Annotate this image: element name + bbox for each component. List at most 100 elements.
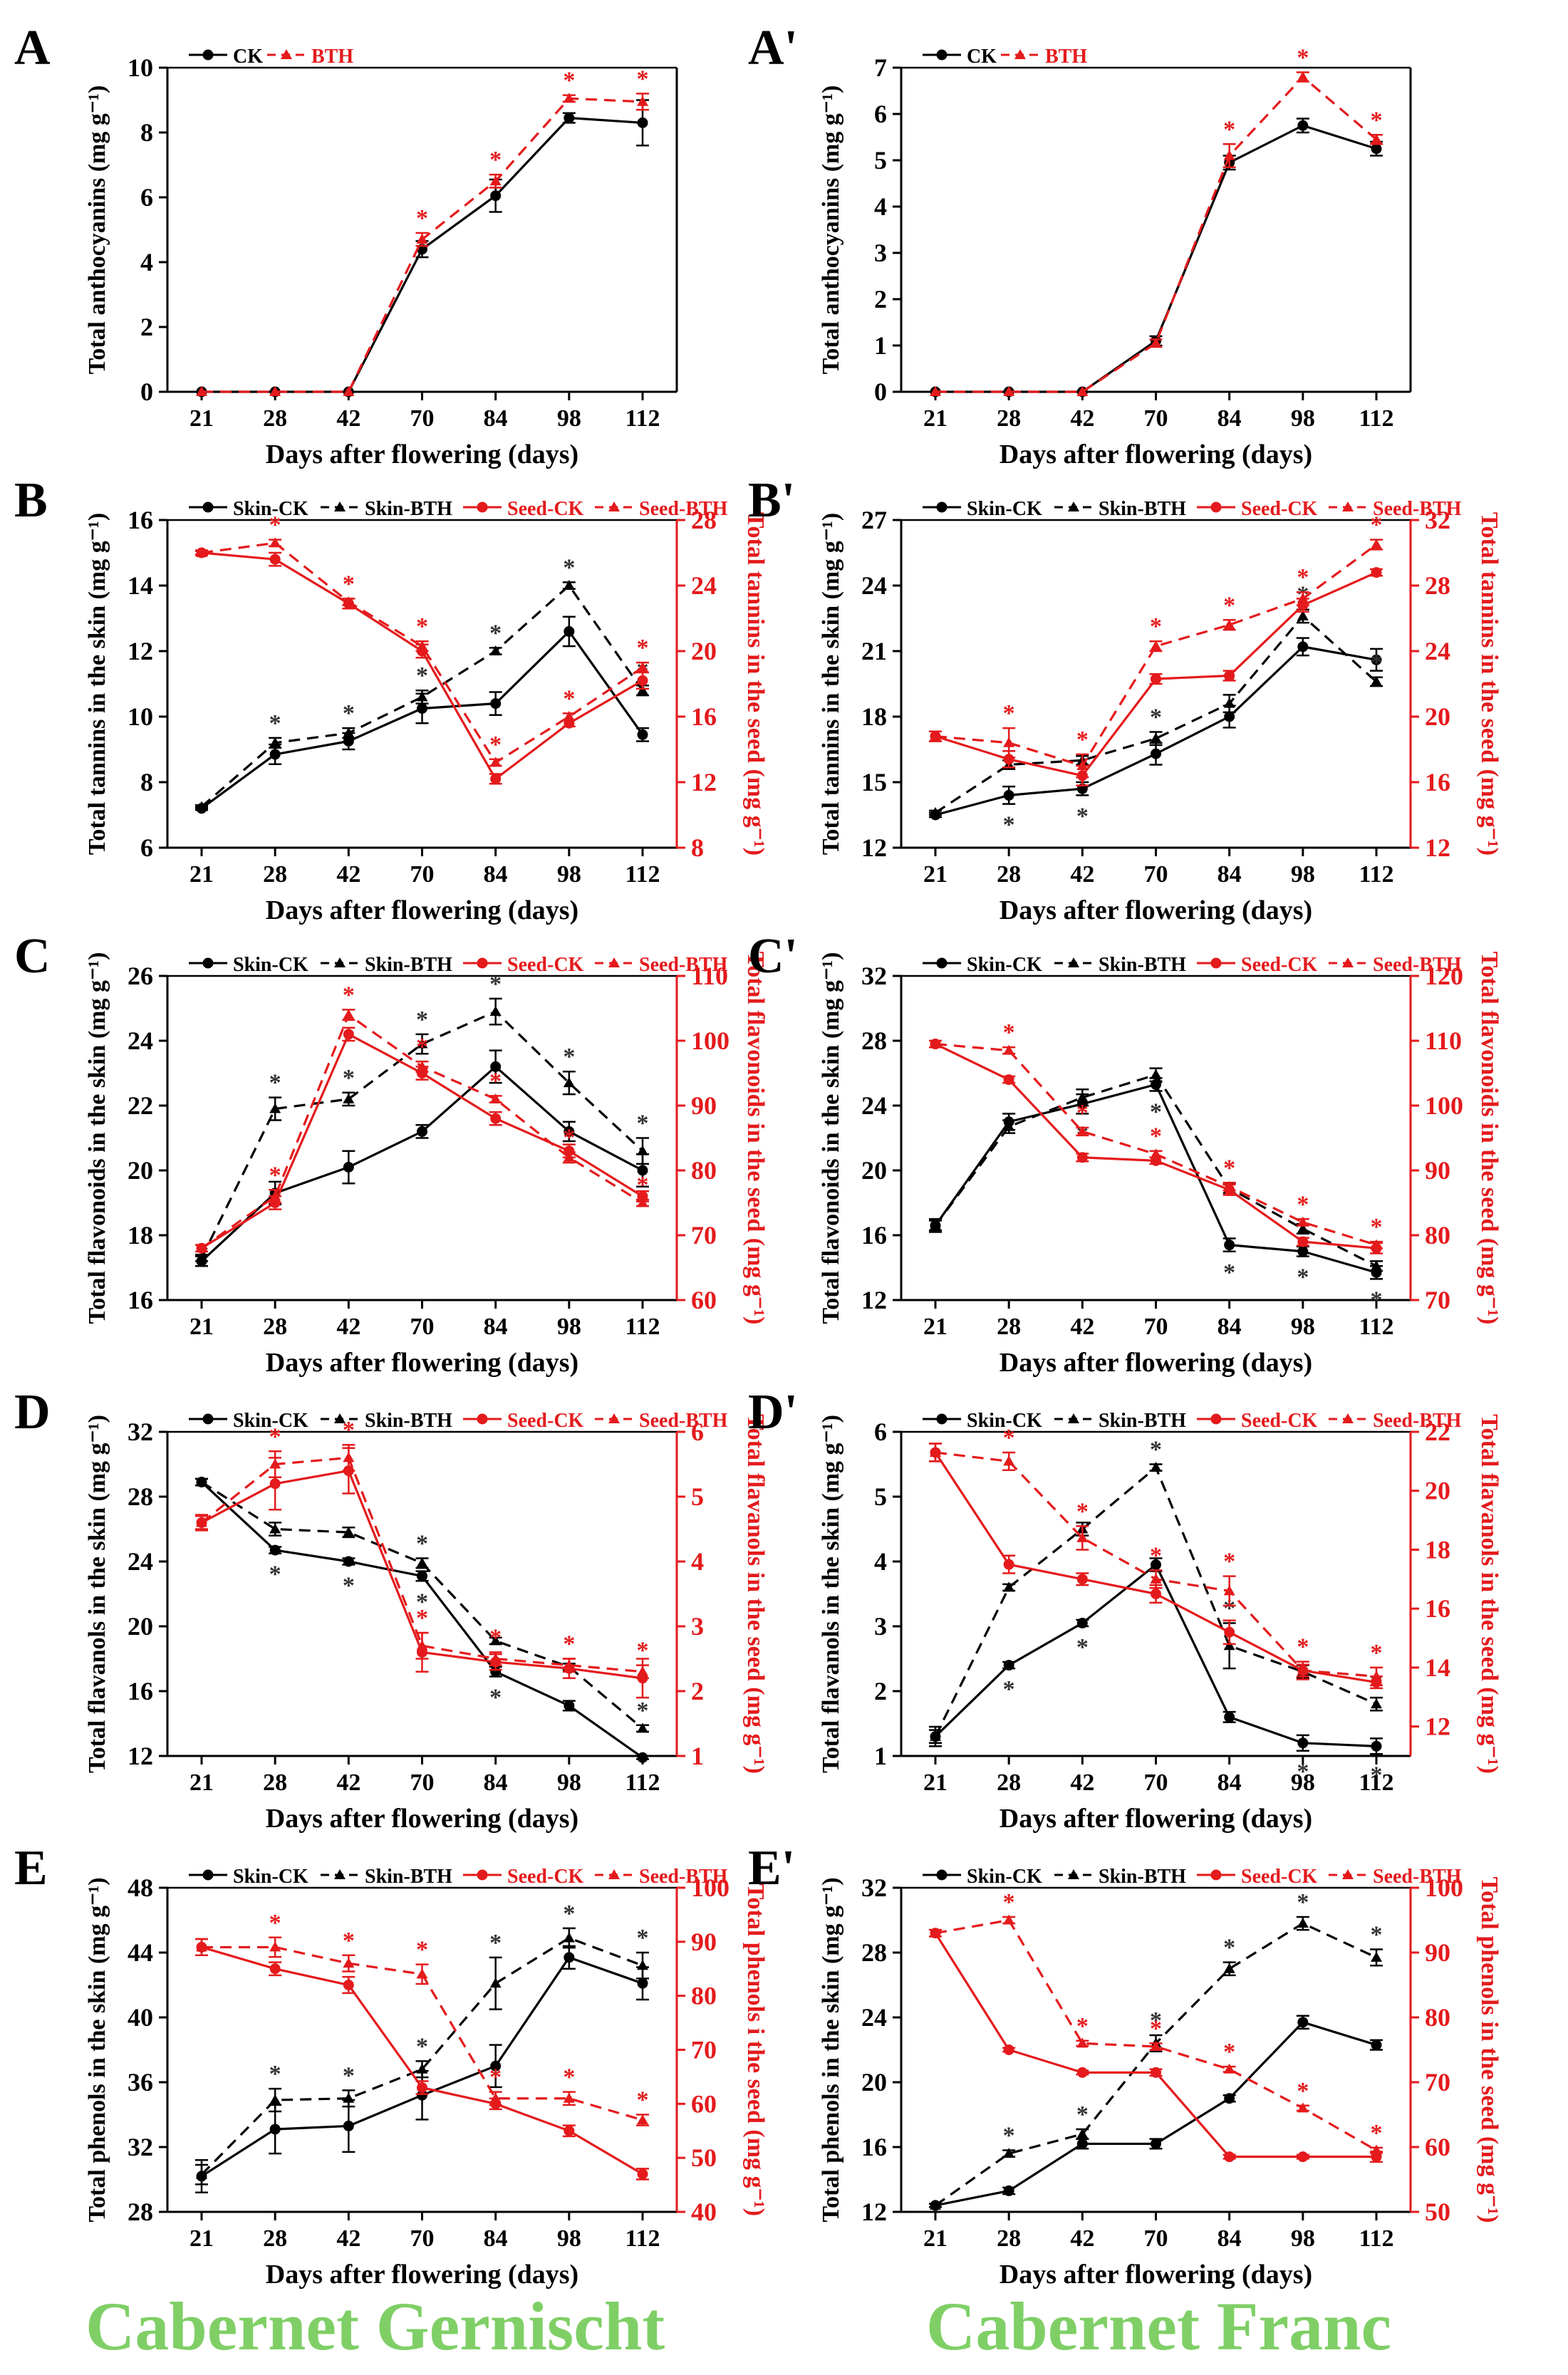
- legend-entry: Skin-BTH: [365, 1866, 452, 1888]
- y2-tick-label: 90: [691, 1928, 717, 1956]
- legend-marker: [936, 501, 947, 513]
- series-skin-ck: [929, 2015, 1383, 2211]
- significance-star: *: [1371, 1640, 1383, 1666]
- legend-entry: Seed-CK: [1241, 498, 1318, 520]
- data-point: [1224, 1240, 1235, 1251]
- legend: Skin-CK Skin-BTH Seed-CK Seed-BTH: [923, 954, 1462, 976]
- significance-star: *: [1076, 2101, 1089, 2128]
- data-point: [343, 1980, 354, 1990]
- y-tick-label: 6: [140, 183, 153, 212]
- legend: Skin-CK Skin-BTH Seed-CK Seed-BTH: [923, 1410, 1462, 1432]
- data-point: [637, 1665, 648, 1676]
- legend-entry: BTH: [1045, 46, 1087, 68]
- y-tick-label: 24: [861, 1091, 887, 1120]
- significance-star: *: [1223, 592, 1235, 618]
- y2-tick-label: 16: [1425, 1594, 1450, 1623]
- x-tick-label: 98: [557, 1314, 581, 1340]
- data-point: [1151, 673, 1161, 685]
- y2-tick-label: 80: [1425, 2003, 1450, 2032]
- data-point: [1076, 2138, 1088, 2149]
- data-point: [1076, 2067, 1088, 2078]
- y-tick-label: 20: [861, 1156, 887, 1185]
- y-tick-label: 27: [861, 506, 887, 534]
- legend-marker: [608, 501, 620, 511]
- data-point: [930, 1730, 941, 1741]
- significance-star: *: [1223, 1259, 1235, 1286]
- panel-label: A: [14, 21, 51, 76]
- x-tick-label: 42: [1070, 2225, 1094, 2252]
- y-tick-label: 40: [128, 2003, 153, 2032]
- significance-star: *: [1150, 704, 1162, 730]
- data-point: [416, 691, 428, 702]
- y2-tick-label: 50: [1425, 2198, 1450, 2226]
- data-point: [269, 2094, 281, 2105]
- data-point: [1371, 1670, 1382, 1681]
- data-point: [196, 801, 207, 811]
- data-point: [416, 1038, 428, 1049]
- legend: Skin-CK Skin-BTH Seed-CK Seed-BTH: [923, 1866, 1462, 1888]
- y2-tick-label: 20: [1425, 1477, 1450, 1505]
- data-point: [343, 2092, 355, 2103]
- data-point: [930, 2199, 941, 2210]
- legend-entry: BTH: [311, 46, 353, 68]
- legend-entry: Seed-BTH: [1373, 1410, 1462, 1432]
- data-point: [1371, 133, 1382, 144]
- data-point: [1297, 1918, 1309, 1928]
- data-point: [637, 1145, 648, 1155]
- data-point: [1003, 1074, 1014, 1086]
- data-point: [1003, 2044, 1014, 2055]
- data-point: [1371, 2039, 1382, 2051]
- significance-star: *: [1371, 1214, 1383, 1240]
- data-point: [930, 806, 941, 817]
- x-tick-label: 98: [1291, 861, 1315, 888]
- significance-star: *: [416, 1605, 428, 1631]
- series-seed-bth: * * * * * *: [195, 1910, 649, 2126]
- data-point: [416, 234, 428, 244]
- data-point: [1297, 1246, 1309, 1257]
- legend-marker: [936, 1869, 947, 1881]
- significance-star: *: [343, 1417, 355, 1443]
- x-tick-label: 112: [625, 861, 660, 888]
- data-point: [1003, 2148, 1015, 2158]
- x-tick-label: 98: [557, 2225, 581, 2252]
- y-axis-title-left: Total flavonoids in the skin (mg g⁻¹): [818, 952, 844, 1324]
- data-point: [416, 1640, 428, 1651]
- legend-entry: Seed-BTH: [1373, 954, 1462, 976]
- y2-tick-label: 5: [691, 1482, 704, 1511]
- y-tick-label: 3: [874, 1612, 887, 1641]
- significance-star: *: [563, 1631, 575, 1658]
- y-axis-title-right: Total flavanols in the seed (mg g⁻¹): [1476, 1414, 1502, 1774]
- panel-label: A': [748, 21, 798, 76]
- significance-star: *: [637, 1698, 649, 1724]
- y2-tick-label: 100: [691, 1874, 730, 1902]
- data-point: [343, 1009, 355, 1019]
- significance-star: *: [343, 1065, 355, 1091]
- legend-marker: [608, 1869, 620, 1879]
- significance-star: *: [1003, 1889, 1015, 1916]
- significance-star: *: [343, 571, 355, 597]
- data-point: [343, 727, 355, 737]
- y-axis-title-left: Total phenols in the skin (mg g⁻¹): [818, 1877, 844, 2222]
- data-point: [1223, 697, 1235, 708]
- data-point: [489, 2092, 502, 2103]
- y-tick-label: 16: [861, 2133, 887, 2161]
- significance-star: *: [1150, 2015, 1162, 2042]
- legend-marker: [202, 1869, 214, 1881]
- y-axis-title-right: Total tannins in the seed (mg g⁻¹): [742, 512, 769, 856]
- data-point: [563, 1077, 575, 1088]
- x-tick-label: 112: [1359, 861, 1393, 888]
- y-tick-label: 2: [874, 285, 887, 313]
- significance-star: *: [1297, 45, 1309, 71]
- data-point: [196, 2168, 207, 2179]
- data-point: [269, 1103, 281, 1113]
- data-point: [269, 1458, 281, 1469]
- x-tick-label: 42: [1070, 1769, 1094, 1796]
- y-tick-label: 16: [128, 1286, 153, 1314]
- series-seed-ck: [195, 1938, 649, 2181]
- y-tick-label: 6: [874, 1418, 887, 1446]
- data-point: [1371, 675, 1382, 686]
- data-point: [1151, 2138, 1161, 2149]
- legend-entry: Skin-BTH: [1099, 1866, 1186, 1888]
- significance-star: *: [1003, 2123, 1015, 2149]
- data-point: [343, 386, 355, 396]
